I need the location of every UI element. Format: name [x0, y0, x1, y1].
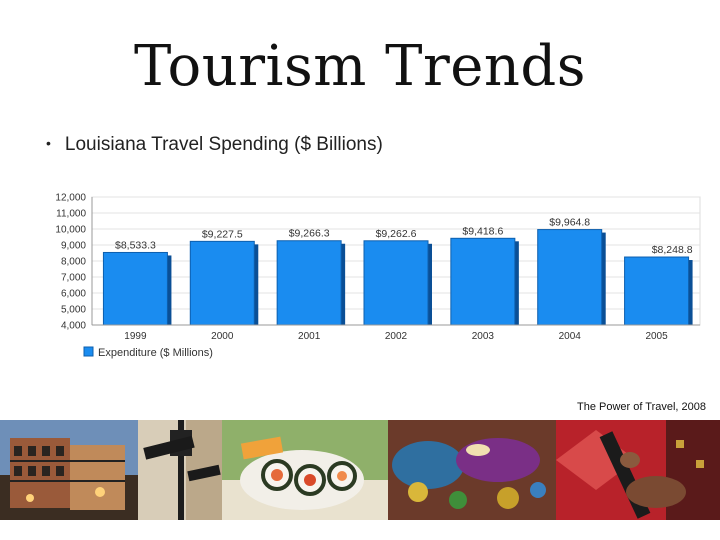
clarinet-player-photo: [556, 420, 720, 520]
y-tick-label: 11,000: [56, 209, 86, 220]
x-tick-label: 1999: [124, 331, 147, 342]
x-axis: 1999 2000 2001 2002 2003 2004 2005: [92, 324, 700, 342]
bullet-icon: •: [46, 135, 51, 151]
x-tick-label: 2004: [559, 331, 582, 342]
y-tick-label: 7,000: [61, 273, 86, 284]
mardi-gras-mask-photo: [388, 420, 556, 520]
y-axis: 4,000 5,000 6,000 7,000 8,000 9,000 10,000 11,0…: [55, 193, 93, 332]
bullet-text: Louisiana Travel Spending ($ Billions): [64, 134, 383, 155]
bar-2001: [276, 240, 342, 326]
sushi-photo: [222, 420, 388, 520]
y-tick-label: 10,000: [55, 225, 86, 236]
y-tick-label: 5,000: [61, 305, 86, 316]
bar-2005: [624, 256, 690, 326]
x-tick-label: 2002: [385, 331, 408, 342]
value-label: $9,262.6: [376, 228, 417, 240]
legend-swatch: [83, 346, 94, 357]
y-tick-label: 4,000: [61, 321, 86, 332]
x-tick-label: 2005: [645, 331, 668, 342]
bar-2004: [537, 229, 603, 326]
chart-bars: [102, 229, 693, 326]
chart-legend: Expenditure ($ Millions): [83, 346, 213, 359]
bar-chart: 4,000 5,000 6,000 7,000 8,000 9,000 10,000 11,0…: [55, 193, 701, 359]
bar-1999: [102, 251, 168, 326]
photo-strip: [0, 420, 720, 520]
bar-2003: [450, 237, 516, 326]
y-tick-label: 6,000: [61, 289, 86, 300]
value-label: $8,248.8: [652, 244, 693, 256]
x-tick-label: 2000: [211, 331, 234, 342]
bullet-item: • Louisiana Travel Spending ($ Billions): [46, 134, 383, 156]
value-label: $9,964.8: [549, 217, 590, 229]
y-tick-label: 12,000: [55, 193, 86, 204]
value-label: $9,266.3: [289, 228, 330, 240]
value-label: $9,227.5: [202, 228, 243, 240]
value-labels: $8,533.3 $9,227.5 $9,266.3 $9,262.6 $9,418.6…: [115, 217, 693, 256]
street-sign-photo: [138, 420, 222, 520]
bar-2002: [363, 240, 429, 326]
x-tick-label: 2003: [472, 331, 495, 342]
x-tick-label: 2001: [298, 331, 321, 342]
bar-2000: [189, 240, 255, 326]
slide-title: Tourism Trends: [133, 34, 587, 99]
y-tick-label: 8,000: [61, 257, 86, 268]
value-label: $8,533.3: [115, 239, 156, 251]
value-label: $9,418.6: [462, 225, 503, 237]
french-quarter-photo: [0, 420, 138, 520]
legend-label: Expenditure ($ Millions): [98, 347, 213, 359]
source-citation: The Power of Travel, 2008: [576, 401, 706, 413]
y-tick-label: 9,000: [61, 241, 86, 252]
